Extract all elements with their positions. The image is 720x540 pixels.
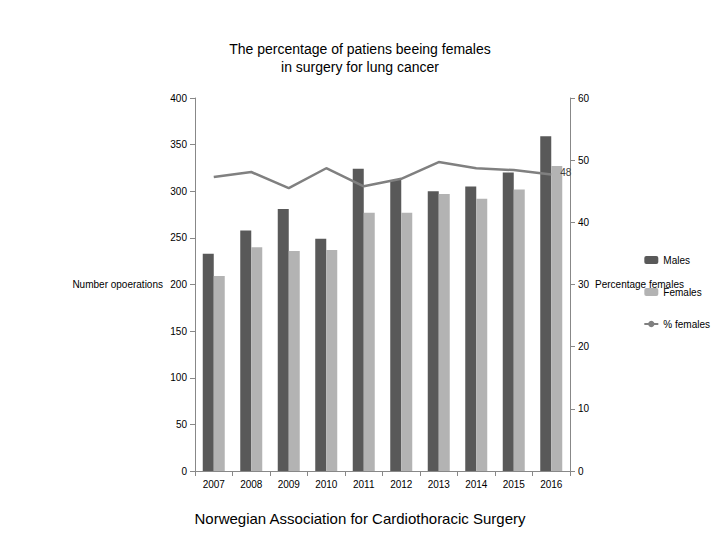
svg-text:Norwegian Association for Card: Norwegian Association for Cardiothoracic… — [195, 510, 526, 527]
svg-text:Males: Males — [663, 255, 690, 266]
svg-text:400: 400 — [170, 93, 187, 104]
svg-text:2015: 2015 — [503, 479, 526, 490]
svg-text:0: 0 — [578, 466, 584, 477]
svg-text:2016: 2016 — [540, 479, 563, 490]
svg-text:20: 20 — [578, 341, 590, 352]
svg-text:2009: 2009 — [278, 479, 301, 490]
svg-text:Number opoerations: Number opoerations — [72, 279, 163, 290]
svg-text:300: 300 — [170, 186, 187, 197]
svg-text:2008: 2008 — [240, 479, 263, 490]
svg-text:2011: 2011 — [353, 479, 375, 490]
svg-text:2010: 2010 — [315, 479, 338, 490]
svg-text:Females: Females — [663, 287, 701, 298]
svg-text:2007: 2007 — [203, 479, 226, 490]
svg-text:% females: % females — [663, 319, 710, 330]
svg-text:50: 50 — [176, 419, 188, 430]
svg-text:The percentage of patiens beei: The percentage of patiens beeing females — [229, 41, 491, 57]
svg-text:150: 150 — [170, 326, 187, 337]
svg-text:40: 40 — [578, 217, 590, 228]
svg-text:50: 50 — [578, 155, 590, 166]
svg-text:0: 0 — [181, 466, 187, 477]
svg-text:Percentage females: Percentage females — [595, 279, 684, 290]
svg-text:100: 100 — [170, 372, 187, 383]
svg-text:200: 200 — [170, 279, 187, 290]
svg-text:48: 48 — [560, 167, 572, 178]
svg-text:60: 60 — [578, 93, 590, 104]
svg-text:in surgery for lung cancer: in surgery for lung cancer — [281, 59, 439, 75]
svg-text:30: 30 — [578, 279, 590, 290]
svg-text:250: 250 — [170, 232, 187, 243]
svg-text:350: 350 — [170, 139, 187, 150]
svg-text:2013: 2013 — [428, 479, 451, 490]
svg-text:10: 10 — [578, 403, 590, 414]
svg-text:2014: 2014 — [465, 479, 488, 490]
svg-text:2012: 2012 — [390, 479, 413, 490]
